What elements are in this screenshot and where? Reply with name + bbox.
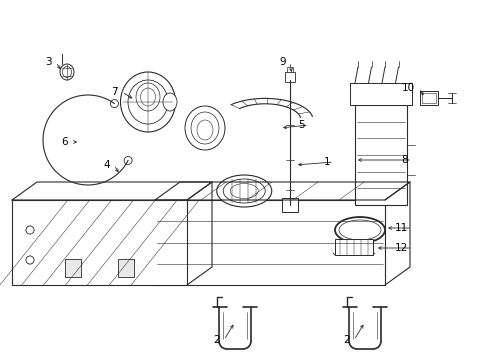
Ellipse shape	[140, 88, 155, 106]
Text: 2: 2	[343, 335, 349, 345]
Ellipse shape	[62, 67, 71, 77]
Text: 5: 5	[298, 120, 305, 130]
Ellipse shape	[128, 80, 168, 124]
Bar	[118, 259, 134, 277]
Circle shape	[26, 226, 34, 234]
Bar	[282, 198, 297, 212]
Bar	[285, 72, 294, 82]
Ellipse shape	[223, 179, 264, 203]
Bar	[421, 93, 435, 103]
Bar	[419, 91, 437, 105]
Text: 10: 10	[401, 83, 414, 93]
Circle shape	[26, 256, 34, 264]
Text: 4: 4	[103, 160, 110, 170]
Text: 12: 12	[394, 243, 407, 253]
Bar	[334, 239, 372, 255]
Ellipse shape	[184, 106, 224, 150]
Ellipse shape	[60, 64, 74, 80]
Ellipse shape	[334, 217, 384, 243]
Bar	[354, 105, 406, 205]
Text: 3: 3	[45, 57, 52, 67]
Text: 1: 1	[323, 157, 329, 167]
Ellipse shape	[136, 83, 160, 111]
Bar	[155, 200, 384, 285]
Circle shape	[26, 226, 34, 234]
Text: 11: 11	[394, 223, 407, 233]
Bar	[65, 259, 81, 277]
Ellipse shape	[230, 184, 258, 198]
Circle shape	[124, 157, 132, 165]
Ellipse shape	[197, 120, 213, 140]
Bar	[12, 200, 186, 285]
Text: 9: 9	[279, 57, 285, 67]
Ellipse shape	[338, 220, 380, 240]
Text: 8: 8	[401, 155, 407, 165]
Bar	[349, 83, 411, 105]
Ellipse shape	[216, 175, 271, 207]
Ellipse shape	[191, 112, 219, 144]
Circle shape	[110, 100, 118, 108]
Text: 7: 7	[111, 87, 118, 97]
Circle shape	[26, 256, 34, 264]
Ellipse shape	[163, 93, 177, 111]
Text: 2: 2	[213, 335, 220, 345]
Ellipse shape	[120, 72, 175, 132]
Text: 6: 6	[61, 137, 68, 147]
